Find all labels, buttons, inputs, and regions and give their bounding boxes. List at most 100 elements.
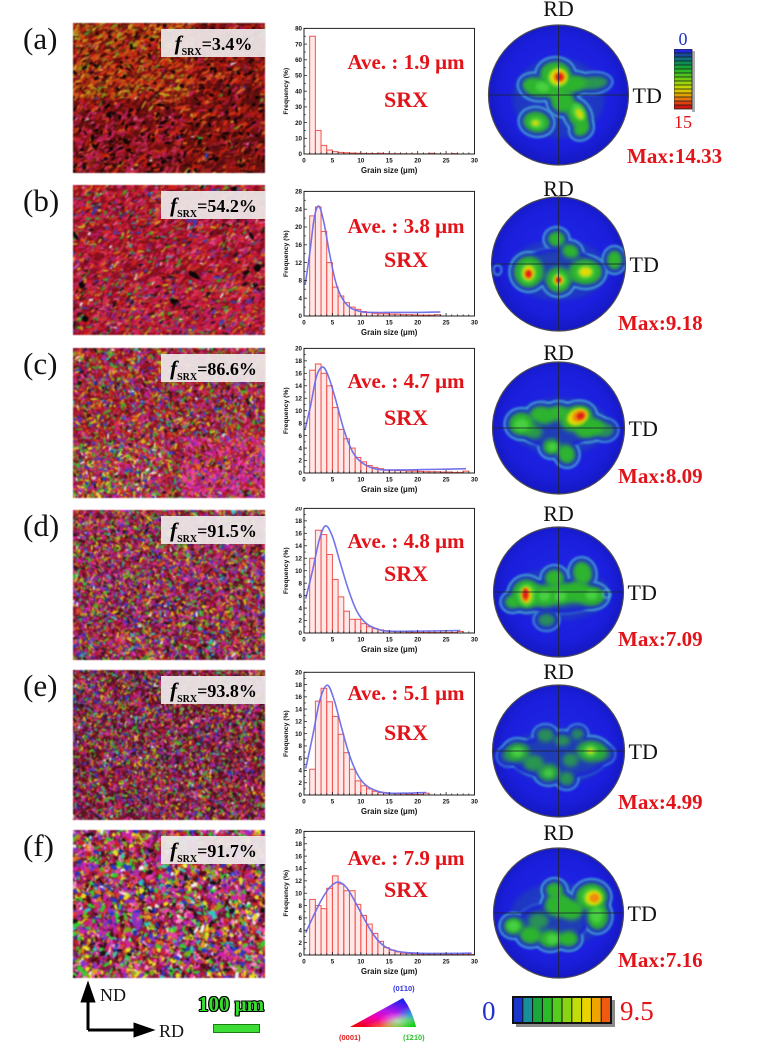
svg-text:Ave. : 3.8 μm: Ave. : 3.8 μm (347, 214, 465, 238)
svg-text:SRX: SRX (384, 405, 428, 430)
svg-text:Ave. : 4.7 μm: Ave. : 4.7 μm (347, 369, 465, 393)
svg-text:28: 28 (295, 189, 302, 196)
svg-text:0: 0 (299, 792, 303, 799)
svg-text:16: 16 (295, 371, 302, 378)
svg-text:8: 8 (299, 580, 303, 587)
svg-text:RD: RD (543, 820, 574, 845)
svg-text:8: 8 (299, 278, 303, 285)
svg-text:Frequency (%): Frequency (%) (283, 387, 290, 434)
svg-text:25: 25 (443, 799, 450, 806)
svg-text:0: 0 (302, 320, 306, 327)
svg-text:SRX: SRX (384, 720, 428, 745)
svg-text:0: 0 (302, 637, 306, 644)
svg-text:18: 18 (295, 682, 302, 689)
svg-text:25: 25 (443, 477, 450, 484)
svg-text:6: 6 (299, 593, 303, 600)
svg-text:20: 20 (295, 224, 302, 231)
svg-text:20: 20 (414, 959, 421, 966)
svg-text:24: 24 (295, 206, 302, 213)
svg-text:0: 0 (302, 799, 306, 806)
svg-text:10: 10 (295, 568, 302, 575)
svg-text:10: 10 (357, 799, 364, 806)
svg-text:0: 0 (302, 477, 306, 484)
svg-text:10: 10 (357, 959, 364, 966)
svg-text:0: 0 (299, 470, 303, 477)
svg-text:SRX: SRX (384, 561, 428, 586)
svg-text:16: 16 (295, 853, 302, 860)
svg-text:10: 10 (357, 637, 364, 644)
svg-text:0: 0 (299, 630, 303, 637)
svg-text:18: 18 (295, 841, 302, 848)
svg-text:20: 20 (295, 507, 302, 513)
svg-text:14: 14 (295, 383, 302, 390)
svg-text:15: 15 (386, 959, 393, 966)
svg-text:60: 60 (295, 57, 302, 64)
svg-text:RD: RD (543, 0, 574, 21)
svg-text:10: 10 (357, 320, 364, 327)
svg-text:12: 12 (295, 555, 302, 562)
svg-text:2: 2 (299, 618, 303, 625)
svg-text:Frequency (%): Frequency (%) (283, 710, 290, 757)
svg-text:6: 6 (299, 433, 303, 440)
svg-text:5: 5 (331, 477, 335, 484)
svg-text:SRX: SRX (384, 247, 428, 272)
svg-text:0: 0 (299, 313, 303, 320)
svg-text:Ave. : 4.8 μm: Ave. : 4.8 μm (347, 529, 465, 553)
svg-text:(1̅21̅0): (1̅21̅0) (403, 1033, 425, 1042)
svg-text:12: 12 (295, 878, 302, 885)
svg-text:6: 6 (299, 755, 303, 762)
svg-text:SRX: SRX (384, 87, 428, 112)
svg-text:(01̅10): (01̅10) (393, 984, 415, 993)
svg-text:TD: TD (628, 580, 657, 605)
svg-text:4: 4 (299, 605, 303, 612)
svg-text:20: 20 (295, 670, 302, 677)
svg-text:30: 30 (471, 320, 478, 327)
svg-text:18: 18 (295, 358, 302, 365)
svg-text:Frequency (%): Frequency (%) (283, 870, 290, 917)
svg-text:40: 40 (295, 88, 302, 95)
svg-text:Grain size (μm): Grain size (μm) (361, 166, 418, 175)
svg-text:10: 10 (357, 477, 364, 484)
svg-text:Ave. : 7.9 μm: Ave. : 7.9 μm (347, 846, 465, 870)
svg-text:20: 20 (414, 477, 421, 484)
svg-text:Ave. : 1.9 μm: Ave. : 1.9 μm (347, 50, 465, 74)
svg-text:50: 50 (295, 73, 302, 80)
svg-text:25: 25 (443, 158, 450, 165)
svg-text:14: 14 (295, 543, 302, 550)
svg-text:Grain size (μm): Grain size (μm) (361, 485, 418, 494)
svg-text:RD: RD (543, 340, 574, 365)
svg-text:4: 4 (299, 927, 303, 934)
svg-text:Frequency (%): Frequency (%) (283, 547, 290, 594)
svg-text:25: 25 (443, 320, 450, 327)
svg-text:2: 2 (299, 780, 303, 787)
svg-text:Frequency (%): Frequency (%) (283, 68, 290, 115)
svg-text:12: 12 (295, 260, 302, 267)
svg-text:80: 80 (295, 26, 302, 33)
svg-text:30: 30 (471, 158, 478, 165)
svg-text:8: 8 (299, 903, 303, 910)
svg-text:0: 0 (302, 158, 306, 165)
svg-text:TD: TD (629, 416, 658, 441)
svg-text:0: 0 (302, 959, 306, 966)
svg-text:12: 12 (295, 395, 302, 402)
svg-text:Grain size (μm): Grain size (μm) (361, 645, 418, 654)
svg-text:15: 15 (386, 320, 393, 327)
svg-text:Grain size (μm): Grain size (μm) (361, 807, 418, 816)
svg-text:5: 5 (331, 320, 335, 327)
svg-text:ND: ND (100, 985, 126, 1005)
svg-text:Ave. : 5.1 μm: Ave. : 5.1 μm (347, 681, 465, 705)
svg-text:15: 15 (386, 477, 393, 484)
svg-text:16: 16 (295, 242, 302, 249)
svg-text:TD: TD (628, 901, 657, 926)
svg-text:Grain size (μm): Grain size (μm) (361, 967, 418, 976)
svg-text:30: 30 (471, 799, 478, 806)
svg-text:0: 0 (299, 151, 303, 158)
svg-text:20: 20 (414, 158, 421, 165)
svg-text:5: 5 (331, 637, 335, 644)
svg-text:20: 20 (295, 346, 302, 353)
svg-text:5: 5 (331, 158, 335, 165)
svg-text:4: 4 (299, 295, 303, 302)
svg-text:RD: RD (159, 1021, 184, 1041)
svg-text:5: 5 (331, 959, 335, 966)
svg-text:10: 10 (295, 136, 302, 143)
